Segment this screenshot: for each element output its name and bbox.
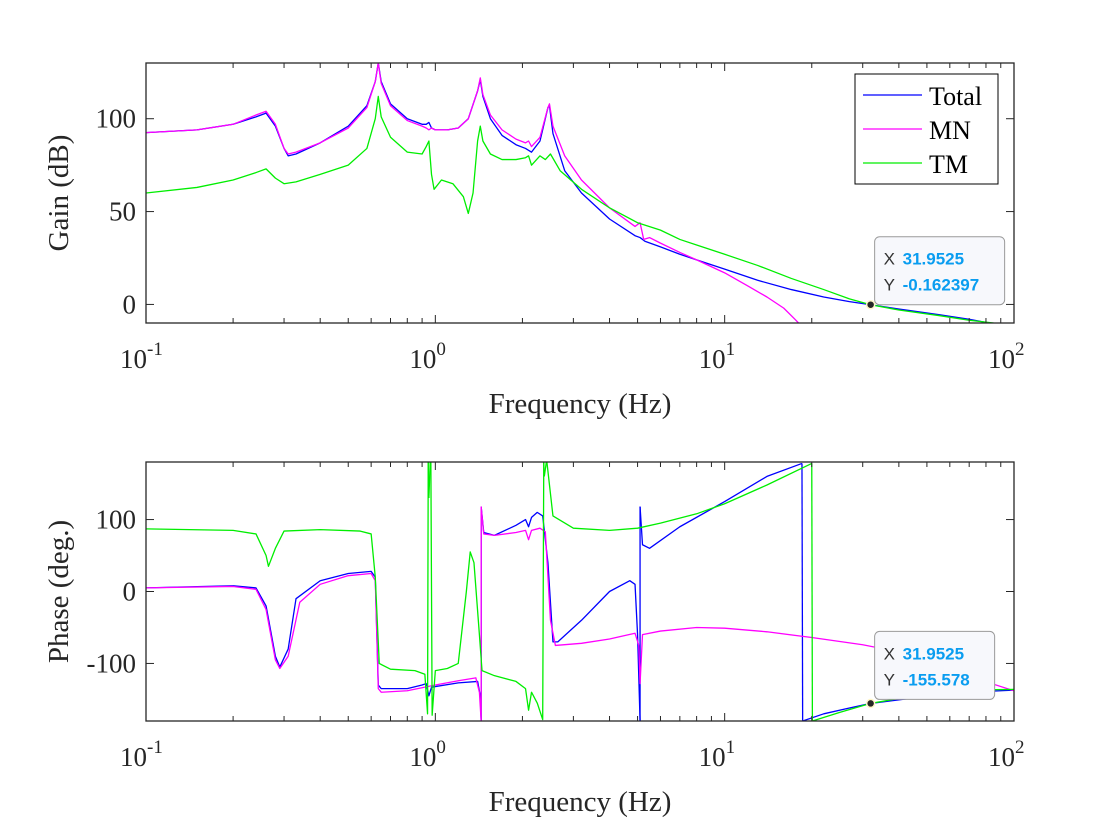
xtick-label: 100 (409, 339, 446, 374)
ytick-label: 0 (123, 289, 137, 319)
series-line-tm (546, 462, 813, 531)
xtick-label: 102 (988, 339, 1025, 374)
xtick-label: 10-1 (120, 737, 163, 772)
xtick-label: 102 (988, 737, 1025, 772)
series-line-total (639, 462, 803, 549)
series-line-mn (480, 506, 1014, 692)
gain-axes[interactable]: 0 50 100 10-1 100 101 102 Frequency (Hz)… (43, 62, 1025, 420)
xtick-label: 101 (699, 737, 736, 772)
datatip-box (874, 236, 1006, 306)
series-line-total (480, 506, 641, 721)
gain-ylabel: Gain (dB) (43, 135, 75, 252)
series-line-tm (146, 462, 429, 715)
gain-datatip[interactable]: X 31.9525 Y -0.162397 (865, 236, 1006, 310)
phase-series-layer (146, 462, 1014, 721)
ytick-label: 100 (96, 505, 137, 535)
phase-xtick-labels: 10-1 100 101 102 (120, 737, 1025, 772)
gain-ytick-labels: 0 50 100 (96, 104, 137, 320)
gain-ticks-layer (145, 63, 1014, 323)
legend-label-mn: MN (929, 116, 971, 145)
legend-label-total: Total (929, 82, 982, 111)
series-line-mn (146, 63, 800, 323)
ytick-label: 50 (109, 197, 136, 227)
phase-axes-frame (145, 461, 1015, 722)
ytick-label: 100 (96, 104, 137, 134)
phase-ytick-labels: -100 0 100 (87, 505, 137, 679)
phase-xlabel: Frequency (Hz) (489, 786, 672, 818)
phase-ylabel: Phase (deg.) (43, 520, 75, 663)
datatip-x-value: 31.9525 (903, 250, 964, 269)
series-wrap-tm (811, 463, 814, 721)
datatip-x-key: X (884, 644, 895, 663)
phase-datatip[interactable]: X 31.9525 Y -155.578 (865, 630, 996, 709)
datatip-y-value: -155.578 (903, 670, 970, 689)
series-line-tm (146, 95, 994, 323)
legend-label-tm: TM (929, 150, 968, 179)
series-line-mn (146, 572, 482, 721)
gain-series-layer (146, 63, 994, 323)
gain-xtick-labels: 10-1 100 101 102 (120, 339, 1025, 374)
datatip-x-value: 31.9525 (903, 644, 964, 663)
series-wrap-total (801, 463, 804, 721)
xtick-label: 10-1 (120, 339, 163, 374)
datatip-y-value: -0.162397 (903, 276, 980, 295)
legend[interactable]: Total MN TM (854, 73, 999, 185)
series-line-total (146, 570, 482, 721)
datatip-x-key: X (884, 250, 895, 269)
ytick-label: 0 (123, 577, 137, 607)
datatip-y-key: Y (884, 276, 895, 295)
series-wrap-tm (543, 462, 545, 477)
datatip-box (874, 630, 996, 700)
xtick-label: 100 (409, 737, 446, 772)
series-line-tm (430, 462, 545, 721)
datatip-marker[interactable] (865, 698, 876, 709)
xtick-label: 101 (699, 339, 736, 374)
ytick-label: -100 (87, 648, 137, 678)
gain-xlabel: Frequency (Hz) (489, 388, 672, 420)
phase-axes[interactable]: -100 0 100 10-1 100 101 102 Frequency (H… (43, 461, 1025, 818)
datatip-marker[interactable] (865, 299, 876, 310)
datatip-y-key: Y (884, 670, 895, 689)
series-wrap-tm (427, 462, 430, 498)
gain-axes-frame (145, 62, 1015, 324)
